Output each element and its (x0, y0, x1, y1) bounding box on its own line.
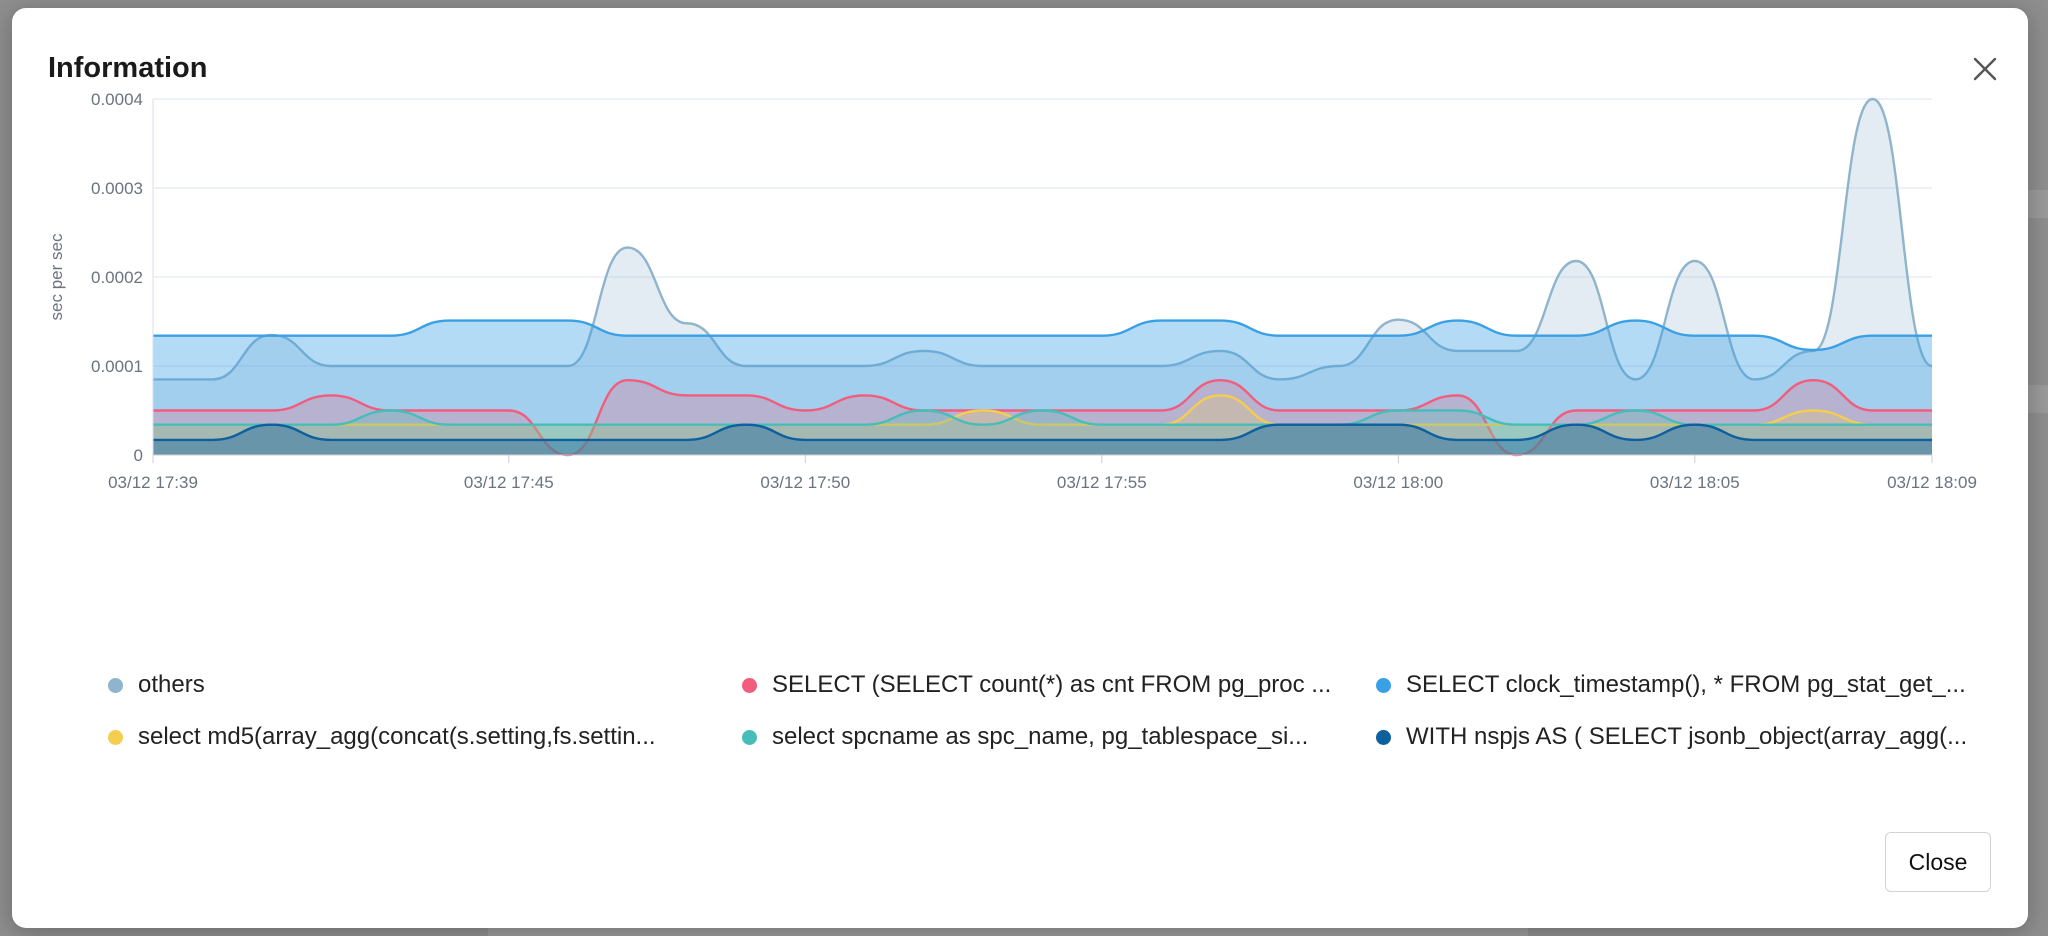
dialog-title: Information (48, 52, 208, 84)
information-dialog: Information 0 0.0001 0.0002 0.0003 0.0004 sec… (12, 8, 2028, 928)
legend-item[interactable]: SELECT clock_timestamp(), * FROM pg_stat… (1376, 668, 2002, 702)
legend-label: SELECT (SELECT count(*) as cnt FROM pg_p… (772, 671, 1332, 698)
y-tick-label: 0.0004 (91, 90, 143, 109)
chart-legend: others SELECT (SELECT count(*) as cnt FRO… (108, 668, 2028, 788)
legend-label: select spcname as spc_name, pg_tablespac… (772, 723, 1309, 750)
axes (152, 99, 1933, 463)
legend-dot-icon (108, 677, 123, 693)
legend-item[interactable]: others (108, 668, 734, 702)
legend-label: select md5(array_agg(concat(s.setting,fs… (138, 723, 656, 750)
background-panel (2028, 385, 2048, 413)
legend-item[interactable]: select md5(array_agg(concat(s.setting,fs… (108, 720, 734, 754)
series-line (153, 409, 1932, 426)
series-area (153, 99, 1932, 455)
legend-dot-icon (1376, 677, 1391, 693)
series-area (153, 380, 1932, 455)
series-line (153, 97, 1933, 381)
series-area (153, 424, 1932, 455)
series-line (153, 319, 1932, 352)
legend-item[interactable]: SELECT (SELECT count(*) as cnt FROM pg_p… (742, 668, 1368, 702)
legend-label: WITH nspjs AS ( SELECT jsonb_object(arra… (1406, 723, 1968, 750)
x-tick-label: 03/12 17:50 (760, 473, 850, 492)
y-tick-label: 0 (134, 446, 143, 465)
x-tick-label: 03/12 17:55 (1057, 473, 1147, 492)
axis-labels: 0 0.0001 0.0002 0.0003 0.0004 sec per sec 03/1… (47, 90, 1977, 492)
y-axis-label: sec per sec (47, 233, 66, 320)
legend-label: others (138, 671, 205, 698)
background-panel (488, 928, 1528, 936)
x-tick-label: 03/12 18:05 (1650, 473, 1740, 492)
x-tick-label: 03/12 18:09 (1887, 473, 1977, 492)
close-icon[interactable] (1970, 54, 2000, 84)
x-tick-label: 03/12 17:39 (108, 473, 198, 492)
background-panel (2028, 190, 2048, 218)
y-tick-label: 0.0003 (91, 179, 143, 198)
close-button[interactable]: Close (1885, 832, 1991, 892)
legend-dot-icon (1376, 729, 1391, 745)
legend-label: SELECT clock_timestamp(), * FROM pg_stat… (1406, 671, 1966, 698)
y-tick-label: 0.0002 (91, 268, 143, 287)
series-areas (153, 97, 1933, 457)
close-icon-glyph (1973, 57, 1997, 81)
y-tick-label: 0.0001 (91, 357, 143, 376)
legend-dot-icon (742, 677, 757, 693)
legend-dot-icon (108, 729, 123, 745)
x-tick-label: 03/12 18:00 (1353, 473, 1443, 492)
series-line (153, 423, 1932, 442)
legend-item[interactable]: select spcname as spc_name, pg_tablespac… (742, 720, 1368, 754)
series-area (153, 320, 1932, 455)
x-tick-label: 03/12 17:45 (464, 473, 554, 492)
series-area (153, 410, 1932, 455)
legend-dot-icon (742, 729, 757, 745)
timeseries-chart: 0 0.0001 0.0002 0.0003 0.0004 sec per sec 03/1… (47, 90, 1977, 492)
legend-item[interactable]: WITH nspjs AS ( SELECT jsonb_object(arra… (1376, 720, 2002, 754)
